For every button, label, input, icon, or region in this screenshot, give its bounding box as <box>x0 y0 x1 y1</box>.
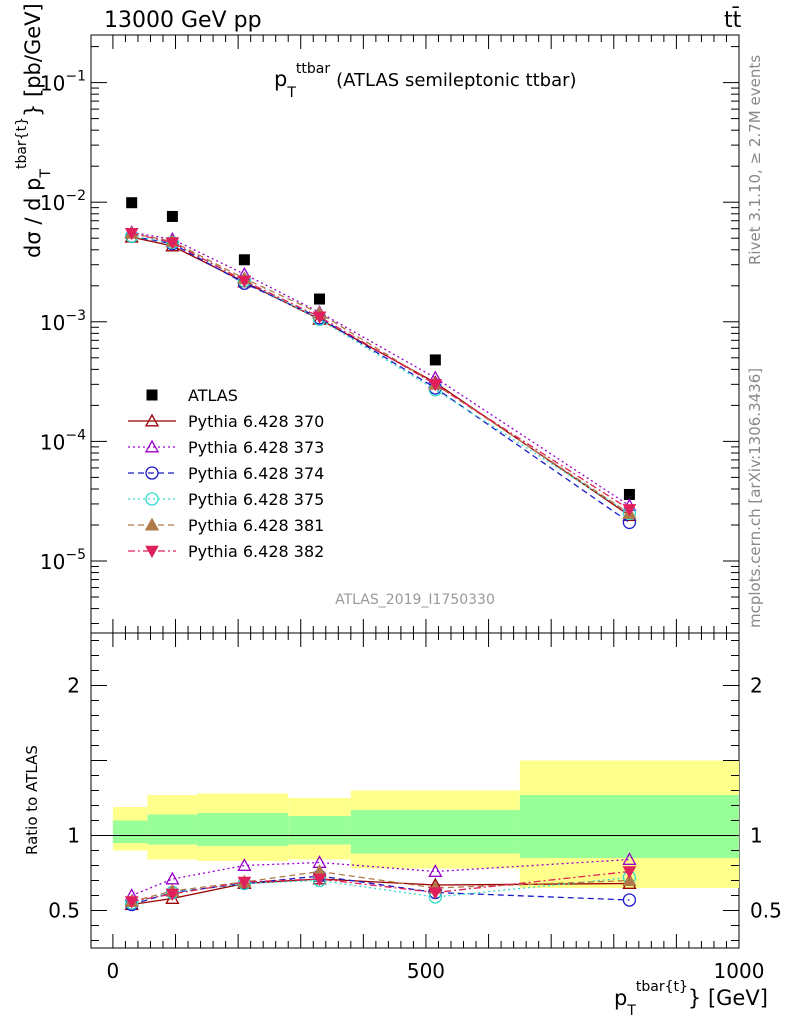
main-data-point <box>314 293 326 305</box>
ratio-y-axis-label: Ratio to ATLAS <box>23 745 41 855</box>
main-series-6 <box>124 227 637 517</box>
ratio-uncertainty-bands <box>91 760 739 888</box>
ratio-y-tick-label: 1 <box>67 824 80 848</box>
ratio-y-tick-label: 0.5 <box>48 899 80 923</box>
main-data-point <box>312 311 327 324</box>
ratio-data-point <box>428 887 443 900</box>
ratio-y-tick-label: 2 <box>67 674 80 698</box>
rivet-version-text: Rivet 3.1.10, ≥ 2.7M events <box>746 55 764 265</box>
legend-label: Pythia 6.428 375 <box>188 490 324 509</box>
main-data-point <box>238 254 250 266</box>
band-stat-5 <box>519 795 739 858</box>
main-data-point <box>165 237 180 250</box>
main-y-tick-label: 10−3 <box>40 308 86 335</box>
main-title: pTttbar(ATLAS semileptonic ttbar) <box>274 61 577 101</box>
header-right-label: tt̄ <box>724 7 742 33</box>
ratio-series-5 <box>124 866 637 909</box>
legend-marker <box>144 517 160 531</box>
main-y-tick-label: 10−4 <box>40 427 86 454</box>
ratio-series-line <box>131 870 630 903</box>
band-stat-3 <box>288 816 351 845</box>
legend-entry-0: ATLAS <box>146 386 238 405</box>
main-series-3 <box>125 229 637 530</box>
x-tick-label: 1000 <box>714 959 765 983</box>
legend: ATLAS Pythia 6.428 370 Pythia 6.428 373 Pyt… <box>128 386 324 561</box>
legend-label: Pythia 6.428 381 <box>188 516 324 535</box>
ratio-data-point <box>622 852 637 865</box>
ratio-y-tick-label-right: 0.5 <box>750 899 782 923</box>
ratio-data-point <box>622 866 637 879</box>
main-data-point <box>124 227 139 241</box>
ratio-y-tick-label-right: 1 <box>750 824 763 848</box>
band-stat-4 <box>350 810 520 854</box>
legend-marker <box>145 466 159 480</box>
band-stat-0 <box>112 820 148 843</box>
main-y-tick-label: 10−2 <box>40 188 86 215</box>
analysis-watermark: ATLAS_2019_I1750330 <box>335 592 495 608</box>
legend-label: Pythia 6.428 373 <box>188 438 324 457</box>
legend-entry-3: Pythia 6.428 374 <box>128 464 324 483</box>
main-data-point <box>622 504 637 517</box>
header-left-label: 13000 GeV pp <box>104 8 262 33</box>
main-y-tick-label: 10−5 <box>40 547 86 574</box>
ratio-data-point <box>312 873 327 887</box>
legend-entry-1: Pythia 6.428 370 <box>128 412 324 431</box>
legend-marker <box>145 545 159 559</box>
main-data-point <box>166 210 178 222</box>
legend-entry-6: Pythia 6.428 382 <box>128 542 324 561</box>
main-series-line <box>131 235 630 514</box>
legend-marker <box>145 492 159 506</box>
x-tick-label: 500 <box>407 959 445 983</box>
main-data-point <box>429 354 441 366</box>
legend-entry-5: Pythia 6.428 381 <box>128 516 324 535</box>
main-data-point <box>126 197 138 209</box>
main-y-tick-label: 10−1 <box>40 69 86 96</box>
ratio-series-line <box>131 875 630 906</box>
legend-entry-4: Pythia 6.428 375 <box>128 490 324 509</box>
legend-label: ATLAS <box>188 386 238 405</box>
legend-marker <box>144 413 160 427</box>
main-data-point <box>428 379 443 392</box>
legend-label: Pythia 6.428 374 <box>188 464 324 483</box>
ratio-data-point <box>124 896 139 909</box>
ratio-series-line <box>131 878 630 906</box>
main-data-point <box>237 275 252 288</box>
ratio-data-point <box>622 893 637 907</box>
ratio-data-point <box>237 876 252 890</box>
legend-marker <box>144 439 160 453</box>
legend-label: Pythia 6.428 370 <box>188 412 324 431</box>
ratio-data-point <box>622 873 637 886</box>
ratio-series-line <box>131 858 630 897</box>
ratio-data-point <box>428 864 443 877</box>
x-axis-label: pTtbar{t}} [GeV] <box>614 979 768 1019</box>
main-data-point <box>623 488 635 500</box>
data-series <box>124 197 637 912</box>
axis-ticks: 10−1 10−2 10−3 10−4 10−5 0 500 1000 0.5 0.5 1 1 2 2 <box>40 35 782 983</box>
legend-label: Pythia 6.428 382 <box>188 542 324 561</box>
band-stat-2 <box>197 813 289 846</box>
mcplots-reference-text: mcplots.cern.ch [arXiv:1306.3436] <box>746 368 764 628</box>
ratio-data-point <box>237 858 252 871</box>
legend-marker <box>146 389 158 401</box>
main-y-axis-label: dσ / d pTtbar{t}} [pb/GeV] <box>14 3 54 258</box>
ratio-data-point <box>165 888 180 902</box>
ratio-series-line <box>131 870 630 903</box>
band-stat-1 <box>147 814 198 845</box>
main-series-0 <box>126 197 635 500</box>
ratio-series-line <box>131 876 630 904</box>
main-series-line <box>131 232 630 510</box>
x-tick-label: 0 <box>107 959 120 983</box>
ratio-y-tick-label-right: 2 <box>750 674 763 698</box>
ratio-data-point <box>165 871 180 885</box>
legend-entry-2: Pythia 6.428 373 <box>128 438 324 457</box>
